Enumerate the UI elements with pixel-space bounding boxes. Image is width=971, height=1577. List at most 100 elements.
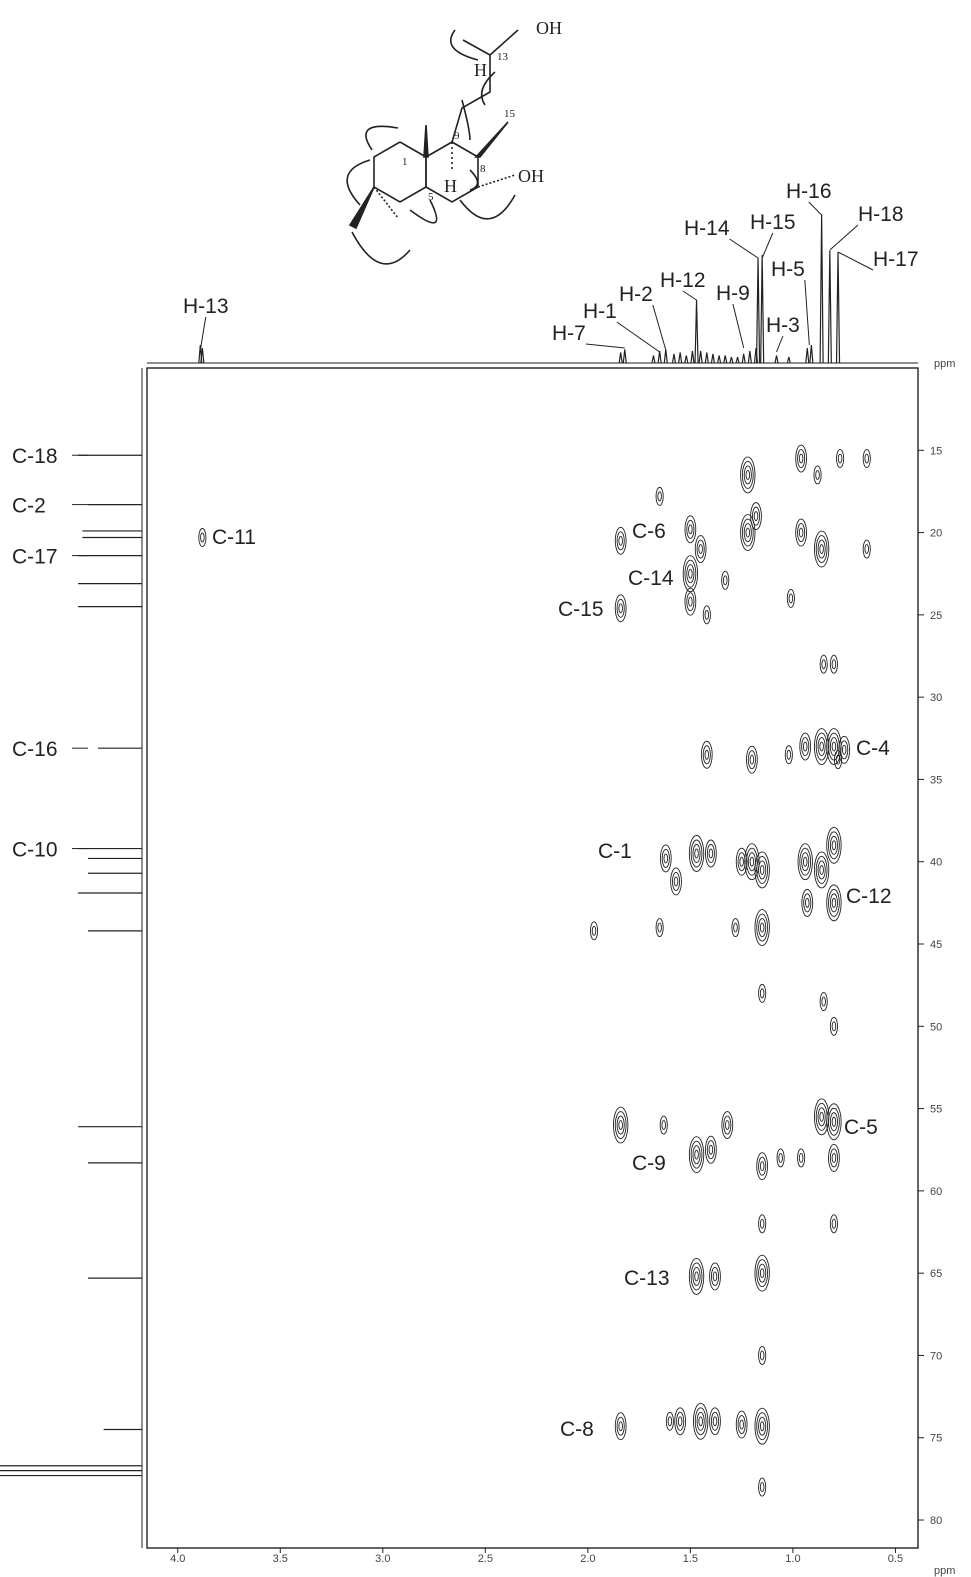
structure-label: H xyxy=(474,60,487,80)
cross-peak xyxy=(754,851,770,889)
cross-peak xyxy=(670,867,682,896)
contour xyxy=(690,1262,703,1291)
cross-peak xyxy=(740,456,756,494)
cross-peak xyxy=(801,888,814,917)
contour xyxy=(759,1421,765,1432)
annotation: C-13 xyxy=(624,1267,670,1290)
contour xyxy=(673,876,679,887)
cross-peak xyxy=(614,1412,627,1441)
cross-peak xyxy=(721,570,730,590)
contour xyxy=(829,835,838,855)
contour xyxy=(671,872,681,891)
contour xyxy=(759,988,765,999)
contour xyxy=(751,506,761,526)
contour xyxy=(688,568,693,579)
contour xyxy=(741,461,754,489)
arrow xyxy=(351,231,411,265)
proton-peak xyxy=(690,350,695,364)
arrow xyxy=(409,199,438,224)
contour xyxy=(688,835,705,872)
contour xyxy=(829,1112,838,1132)
contour xyxy=(694,1407,707,1436)
contour xyxy=(723,575,728,586)
cross-peak xyxy=(826,728,842,765)
x-tick-label: 2.5 xyxy=(478,1553,493,1565)
cross-peak xyxy=(705,1135,717,1164)
contour xyxy=(759,1218,765,1229)
contour xyxy=(756,1259,769,1288)
contour xyxy=(754,1254,770,1292)
contour xyxy=(819,544,824,554)
methyl xyxy=(462,39,491,56)
contour xyxy=(758,1214,767,1234)
contour xyxy=(756,1152,769,1181)
peak-label: H-15 xyxy=(750,211,796,234)
structure-label: OH xyxy=(536,18,562,38)
contour xyxy=(784,745,793,765)
cross-peak xyxy=(758,1477,767,1497)
arrow xyxy=(346,159,371,206)
contour xyxy=(831,659,837,670)
proton-peak xyxy=(651,355,656,364)
contour xyxy=(747,750,756,770)
proton-peak xyxy=(678,352,683,364)
contour xyxy=(833,750,843,770)
contour xyxy=(616,1115,625,1135)
y-tick-label: 65 xyxy=(930,1268,942,1280)
contour xyxy=(698,1416,703,1427)
contour xyxy=(759,1482,765,1493)
contour xyxy=(589,921,599,941)
leader-line xyxy=(837,251,874,271)
annotation: C-6 xyxy=(632,520,666,543)
contour xyxy=(704,749,710,760)
contour xyxy=(754,1407,770,1445)
proton-peak xyxy=(741,353,746,364)
contour xyxy=(694,535,707,563)
cross-peak xyxy=(688,1258,705,1295)
cross-peak xyxy=(828,1144,840,1172)
cross-peak xyxy=(709,1407,721,1436)
contour xyxy=(798,1153,804,1163)
cross-peak xyxy=(744,843,760,881)
arrow xyxy=(450,29,479,61)
y-tick-label: 40 xyxy=(930,857,942,869)
cross-peak xyxy=(833,750,843,770)
contour xyxy=(797,523,806,543)
arrow xyxy=(469,169,479,191)
contour xyxy=(829,1148,838,1168)
contour xyxy=(710,1267,720,1286)
proton-peak xyxy=(710,353,716,364)
structure-label: 5 xyxy=(428,191,434,203)
contour xyxy=(614,1412,627,1441)
proton-peak xyxy=(747,350,752,364)
y-tick-label: 70 xyxy=(930,1350,942,1362)
contour xyxy=(696,539,705,559)
contour xyxy=(737,852,746,872)
contour xyxy=(819,1111,824,1122)
contour xyxy=(721,1111,734,1139)
annotation: C-5 xyxy=(844,1116,878,1139)
contour xyxy=(831,741,837,752)
contour xyxy=(665,1411,674,1431)
contour xyxy=(819,992,828,1012)
contour xyxy=(614,526,627,555)
leader-line xyxy=(652,304,667,351)
contour xyxy=(684,515,697,544)
contour xyxy=(817,1107,826,1127)
contour xyxy=(749,856,755,867)
cross-peak xyxy=(862,539,871,559)
contour xyxy=(688,1136,705,1174)
peak-label: C-18 xyxy=(12,445,58,468)
leader-line xyxy=(829,224,859,251)
contour xyxy=(706,1140,715,1160)
contour xyxy=(759,922,765,933)
contour xyxy=(821,996,826,1007)
contour xyxy=(735,847,748,876)
contour xyxy=(753,511,759,522)
contour xyxy=(739,856,744,867)
contour xyxy=(821,659,826,670)
cross-peak xyxy=(838,735,851,764)
contour xyxy=(723,1115,732,1135)
cross-peak xyxy=(829,654,838,674)
cross-peak xyxy=(754,909,770,947)
